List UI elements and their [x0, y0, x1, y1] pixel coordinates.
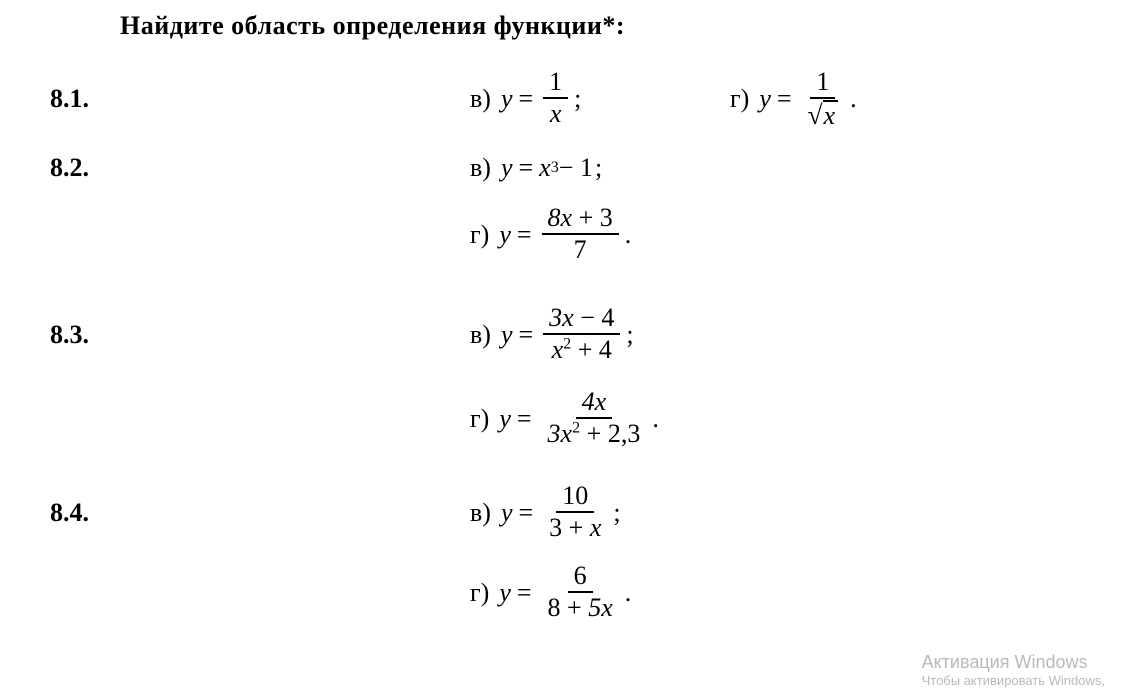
problem-8-1: 8.1. в) y = 1 x ; г) y = 1	[50, 59, 1075, 137]
lhs: y	[501, 319, 513, 350]
fraction: 1 √ x	[802, 67, 845, 129]
lhs: y	[499, 403, 511, 434]
part-label: г)	[730, 83, 749, 114]
fraction: 10 3 + x	[543, 481, 607, 543]
denominator: 7	[568, 235, 593, 265]
item-8-3-v: в) y = 3x − 4 x2 + 4 ;	[470, 303, 634, 365]
item-8-2-g: г) y = 8x + 3 7 .	[470, 203, 631, 265]
problem-8-4-g-row: г) y = 6 8 + 5x .	[50, 555, 1075, 629]
windows-activation-watermark: Активация Windows Чтобы активировать Win…	[922, 652, 1105, 688]
rhs-base: x	[539, 152, 551, 183]
lhs: y	[499, 577, 511, 608]
part-label: в)	[470, 319, 491, 350]
problem-8-3-v-row: 8.3. в) y = 3x − 4 x2 + 4 ;	[50, 295, 1075, 373]
denominator: 8 + 5x	[542, 593, 619, 623]
fraction: 1 x	[543, 67, 568, 129]
punct: ;	[574, 83, 581, 114]
numerator: 6	[568, 561, 593, 593]
problem-8-2-g-row: г) y = 8x + 3 7 .	[50, 197, 1075, 271]
problem-number: 8.2.	[50, 152, 130, 183]
lhs: y	[499, 219, 511, 250]
item-8-2-v: в) y = x3 − 1 ;	[470, 152, 602, 183]
numerator: 1	[543, 67, 568, 99]
lhs: y	[501, 152, 513, 183]
lhs: y	[501, 83, 513, 114]
sqrt: √ x	[808, 100, 839, 129]
lhs: y	[759, 83, 771, 114]
part-label: г)	[470, 577, 489, 608]
watermark-line2: Чтобы активировать Windows,	[922, 673, 1105, 688]
problem-number: 8.4.	[50, 497, 130, 528]
item-8-1-v: в) y = 1 x ;	[470, 67, 730, 129]
rhs-tail: − 1	[559, 152, 593, 183]
punct: ;	[626, 319, 633, 350]
punct: .	[850, 83, 857, 114]
heading: Найдите область определения функции*:	[120, 10, 1075, 41]
rhs-exp: 3	[551, 158, 559, 177]
problem-8-4-v-row: 8.4. в) y = 10 3 + x ;	[50, 475, 1075, 549]
part-label: в)	[470, 152, 491, 183]
fraction: 6 8 + 5x	[542, 561, 619, 623]
punct: .	[652, 403, 659, 434]
part-label: г)	[470, 219, 489, 250]
part-label: в)	[470, 497, 491, 528]
denominator: 3 + x	[543, 513, 607, 543]
item-8-4-g: г) y = 6 8 + 5x .	[470, 561, 631, 623]
punct: .	[625, 219, 632, 250]
punct: ;	[613, 497, 620, 528]
punct: ;	[595, 152, 602, 183]
item-8-1-g: г) y = 1 √ x .	[730, 67, 857, 129]
part-label: г)	[470, 403, 489, 434]
lhs: y	[501, 497, 513, 528]
watermark-line1: Активация Windows	[922, 652, 1105, 673]
page: Найдите область определения функции*: 8.…	[0, 0, 1125, 629]
part-label: в)	[470, 83, 491, 114]
punct: .	[625, 577, 632, 608]
item-8-4-v: в) y = 10 3 + x ;	[470, 481, 621, 543]
denominator: 3x2 + 2,3	[542, 419, 647, 449]
numerator: 1	[810, 67, 835, 99]
denominator: √ x	[802, 99, 845, 129]
denominator: x2 + 4	[546, 335, 618, 365]
problem-8-2-v-row: 8.2. в) y = x3 − 1 ;	[50, 143, 1075, 191]
problem-number: 8.1.	[50, 83, 130, 114]
problem-number: 8.3.	[50, 319, 130, 350]
numerator: 10	[556, 481, 594, 513]
fraction: 3x − 4 x2 + 4	[543, 303, 620, 365]
problem-8-3-g-row: г) y = 4x 3x2 + 2,3 .	[50, 379, 1075, 457]
radicand: x	[823, 100, 839, 129]
denominator: x	[544, 99, 568, 129]
fraction: 4x 3x2 + 2,3	[542, 387, 647, 449]
numerator: 4x	[576, 387, 613, 419]
numerator: 3x − 4	[543, 303, 620, 335]
fraction: 8x + 3 7	[542, 203, 619, 265]
item-8-3-g: г) y = 4x 3x2 + 2,3 .	[470, 387, 659, 449]
